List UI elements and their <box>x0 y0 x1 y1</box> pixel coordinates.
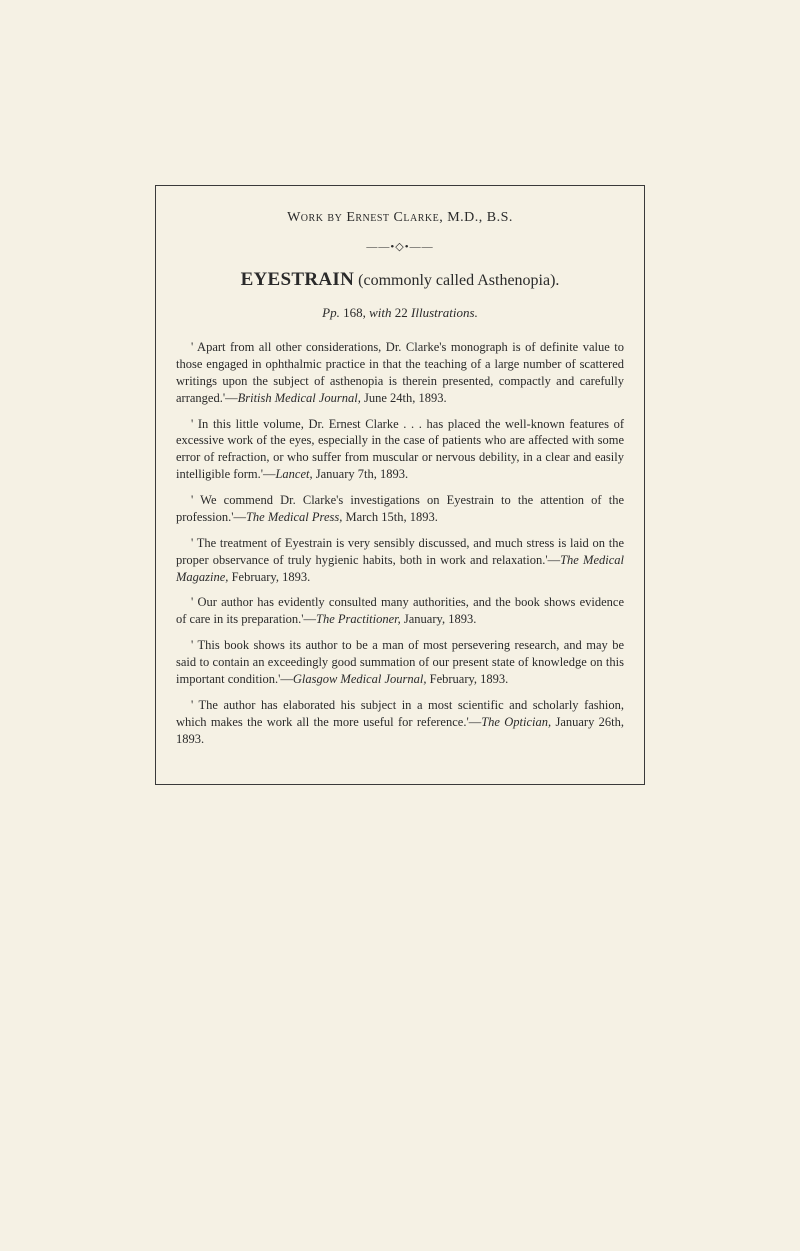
review-date: March 15th, 1893. <box>342 510 437 524</box>
book-title: EYESTRAIN (commonly called Asthenopia). <box>176 269 624 291</box>
reviews-container: ' Apart from all other considerations, D… <box>176 339 624 747</box>
pp-number: 168, <box>340 305 369 320</box>
review-paragraph: ' This book shows its author to be a man… <box>176 637 624 688</box>
review-source: Glasgow Medical Journal, <box>293 672 427 686</box>
review-date: January 7th, 1893. <box>313 467 408 481</box>
pp-with: with <box>369 305 391 320</box>
review-paragraph: ' The treatment of Eyestrain is very sen… <box>176 535 624 586</box>
page-container: Work by Ernest Clarke, M.D., B.S. ——•◇•—… <box>0 0 800 835</box>
review-paragraph: ' The author has elaborated his subject … <box>176 697 624 748</box>
review-source: Lancet, <box>275 467 312 481</box>
review-paragraph: ' Apart from all other considerations, D… <box>176 339 624 407</box>
review-paragraph: ' We commend Dr. Clarke's investigations… <box>176 492 624 526</box>
content-box: Work by Ernest Clarke, M.D., B.S. ——•◇•—… <box>155 185 645 785</box>
title-rest: (commonly called Asthenopia). <box>354 272 559 289</box>
title-bold: EYESTRAIN <box>241 269 355 290</box>
review-date: February, 1893. <box>427 672 509 686</box>
review-source: The Medical Press, <box>246 510 342 524</box>
author-line: Work by Ernest Clarke, M.D., B.S. <box>176 210 624 226</box>
review-paragraph: ' Our author has evidently consulted man… <box>176 594 624 628</box>
review-date: June 24th, 1893. <box>361 391 447 405</box>
review-text: ' The treatment of Eyestrain is very sen… <box>176 536 624 567</box>
review-date: January, 1893. <box>401 612 477 626</box>
pages-line: Pp. 168, with 22 Illustrations. <box>176 305 624 321</box>
review-date: February, 1893. <box>228 570 310 584</box>
pp-illus: Illustrations. <box>411 305 478 320</box>
pp-label: Pp. <box>322 305 340 320</box>
review-source: The Optician, <box>481 715 551 729</box>
review-source: The Practitioner, <box>316 612 401 626</box>
review-source: British Medical Journal, <box>238 391 361 405</box>
ornament: ——•◇•—— <box>176 240 624 253</box>
pp-illus-num: 22 <box>392 305 412 320</box>
review-paragraph: ' In this little volume, Dr. Ernest Clar… <box>176 416 624 484</box>
